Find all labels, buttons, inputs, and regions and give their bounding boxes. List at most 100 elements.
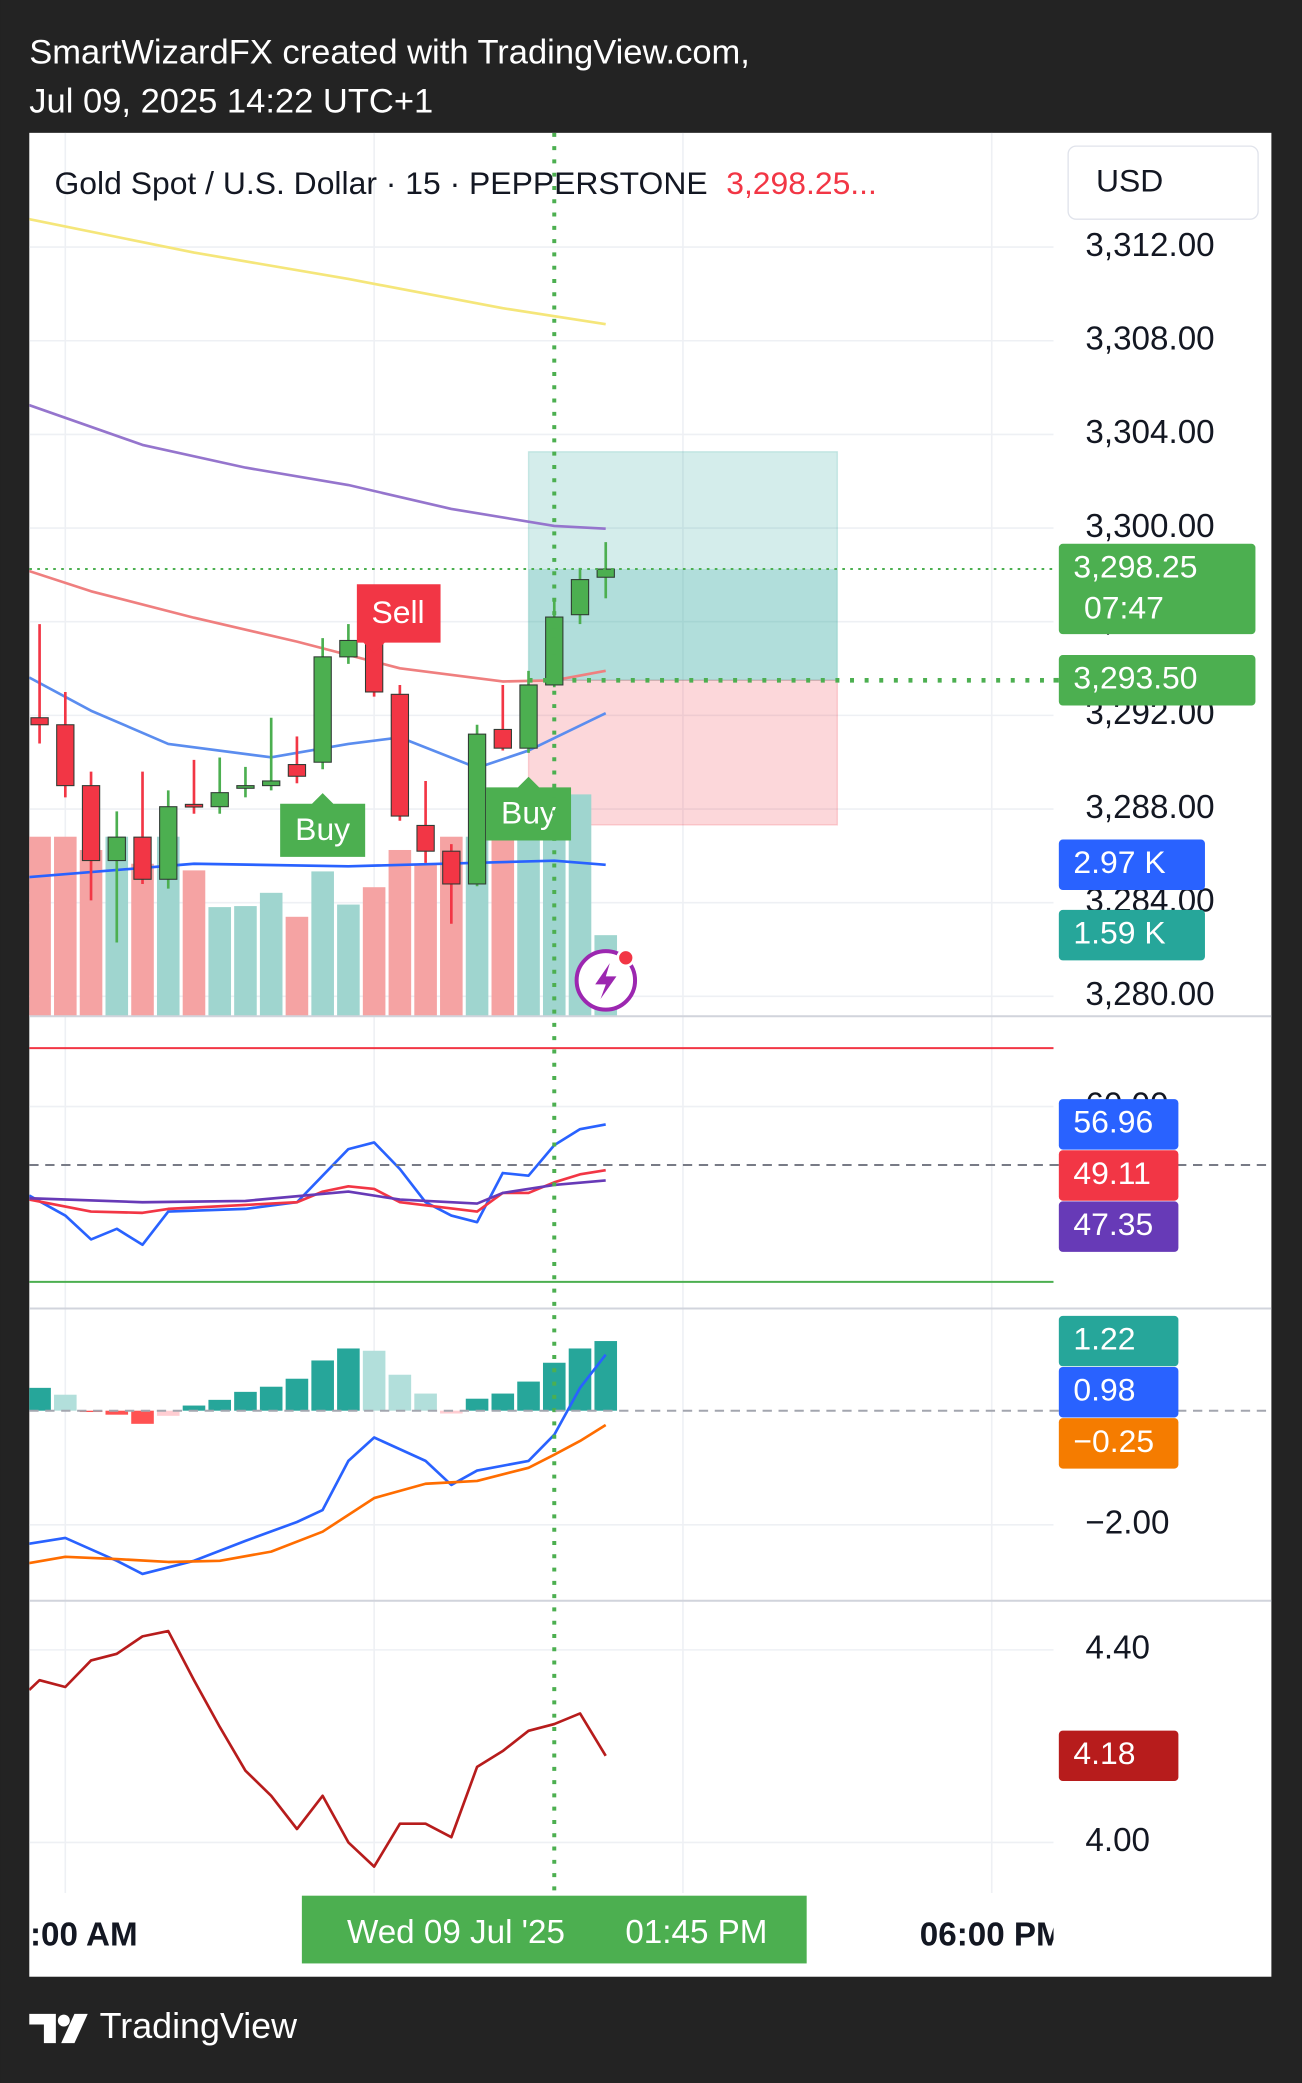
- histogram-bar: [542, 1362, 566, 1411]
- candle-body: [107, 836, 126, 862]
- alert-icon[interactable]: [574, 948, 638, 1012]
- candle-body: [416, 824, 435, 852]
- y-tick-label: 3,288.00: [1085, 789, 1214, 826]
- histogram-bar: [156, 1410, 180, 1416]
- volume-bar: [156, 836, 180, 1017]
- histogram-bar: [337, 1348, 360, 1411]
- logo-mark: [61, 2013, 88, 2044]
- price-badge: [1058, 1418, 1179, 1469]
- trade-signal: Buy: [280, 793, 366, 857]
- volume-bar: [491, 810, 515, 1017]
- volume-bar: [29, 836, 51, 1017]
- volume-bar: [362, 887, 386, 1017]
- candle-body: [519, 684, 538, 749]
- crosshair-time: 01:45 PM: [625, 1914, 767, 1951]
- profit-zone: [527, 451, 839, 681]
- candle-body: [313, 656, 332, 763]
- y-tick-label: 3,280.00: [1085, 976, 1214, 1013]
- currency[interactable]: USD: [1096, 163, 1163, 199]
- badge-label: 56.96: [1073, 1104, 1153, 1140]
- signal-label: Buy: [295, 811, 350, 847]
- candle-body: [262, 780, 281, 787]
- symbol-price: 3,298.25...: [726, 165, 877, 201]
- histogram-bar: [131, 1410, 154, 1424]
- plot-layer: [29, 217, 615, 1868]
- top-layer: 3,298.25 07:47 3,293.50 2.97 K 1.59 K 56.96 49…: [301, 543, 1256, 1964]
- badge-label: 49.11: [1073, 1155, 1150, 1191]
- candle-body: [81, 785, 101, 862]
- candle-body: [30, 717, 49, 726]
- volume-bar: [131, 863, 154, 1017]
- candle-body: [210, 792, 229, 808]
- badge-label: 2.97 K: [1073, 844, 1165, 880]
- y-tick-label: 3,304.00: [1085, 414, 1214, 451]
- volume-bar: [517, 796, 540, 1017]
- currency-box[interactable]: [1067, 145, 1259, 220]
- candle-body: [236, 785, 255, 789]
- symbol-name: Gold Spot / U.S. Dollar · 15 · PEPPERSTO…: [55, 165, 708, 201]
- indicator-line: [29, 1353, 607, 1576]
- price-badge: [1058, 839, 1205, 891]
- histogram-bar: [362, 1350, 386, 1411]
- crosshair-label: [301, 1895, 807, 1964]
- histogram-bar: [414, 1393, 437, 1411]
- badge-label: −0.25: [1073, 1423, 1154, 1459]
- candle-body: [184, 803, 204, 808]
- volume-bar: [54, 836, 77, 1017]
- volume-bar: [311, 871, 334, 1017]
- price-badge: [1058, 1099, 1179, 1150]
- badge-label: 0.98: [1073, 1372, 1135, 1408]
- signal-marker: [280, 793, 366, 857]
- price-badge: [1058, 1730, 1179, 1782]
- histogram-bar: [234, 1391, 257, 1411]
- alert-dot[interactable]: [616, 948, 636, 968]
- badge-label: 1.22: [1073, 1320, 1135, 1356]
- indicator-line: [29, 1629, 607, 1868]
- header-line: Jul 09, 2025 14:22 UTC+1: [29, 83, 433, 121]
- candle-body: [442, 850, 461, 885]
- volume-bar: [234, 906, 257, 1017]
- signal-marker: [486, 776, 572, 841]
- alert-bolt[interactable]: [595, 963, 617, 999]
- histogram-bar: [105, 1410, 129, 1415]
- histogram-bar: [182, 1405, 206, 1411]
- histogram-bar: [568, 1348, 592, 1411]
- candle-body: [596, 568, 615, 578]
- badge-label: 1.59 K: [1073, 915, 1165, 951]
- candle-body: [133, 836, 152, 880]
- volume-bar: [414, 863, 437, 1017]
- indicator-line: [29, 1423, 607, 1565]
- footer-logo: TradingView: [29, 2006, 297, 2046]
- symbol-title: Gold Spot / U.S. Dollar · 15 · PEPPERSTO…: [55, 165, 877, 201]
- volume-bar: [285, 916, 309, 1017]
- histogram-bar: [311, 1360, 334, 1411]
- histogram-bar: [388, 1374, 412, 1411]
- y-tick-label: 3,308.00: [1085, 321, 1214, 358]
- moving-average-line: [29, 217, 606, 326]
- volume-bar: [182, 870, 206, 1017]
- indicator-line: [29, 1123, 606, 1247]
- histogram-bar: [491, 1393, 515, 1411]
- volume-bar: [337, 904, 360, 1017]
- histogram-bar: [208, 1399, 232, 1411]
- badge-label: 47.35: [1073, 1206, 1153, 1242]
- signal-marker: [356, 584, 441, 654]
- x-tick-label: 06:00 PM: [920, 1917, 1064, 1954]
- trade-signal: Sell: [356, 584, 441, 654]
- price-badge: [1058, 1201, 1179, 1252]
- signal-label: Buy: [501, 795, 556, 831]
- price-badge: [1058, 1150, 1179, 1201]
- candle-body: [339, 639, 358, 658]
- price-badge: [1058, 1366, 1179, 1418]
- chart-panel: [29, 132, 1272, 1977]
- candle-body: [570, 579, 590, 616]
- trade-signal: Buy: [486, 776, 572, 841]
- candle-body: [390, 693, 410, 817]
- crosshair-date: Wed 09 Jul '25: [347, 1914, 565, 1951]
- badge-label: 3,293.50: [1073, 660, 1197, 696]
- axis-layer: 3,312.003,308.003,304.003,300.003,296.00…: [29, 227, 1272, 1859]
- y-tick-label: 3,300.00: [1085, 508, 1214, 545]
- header-line: SmartWizardFX created with TradingView.c…: [29, 34, 750, 72]
- price-badge: [1058, 1315, 1179, 1367]
- histogram-bar: [29, 1387, 51, 1411]
